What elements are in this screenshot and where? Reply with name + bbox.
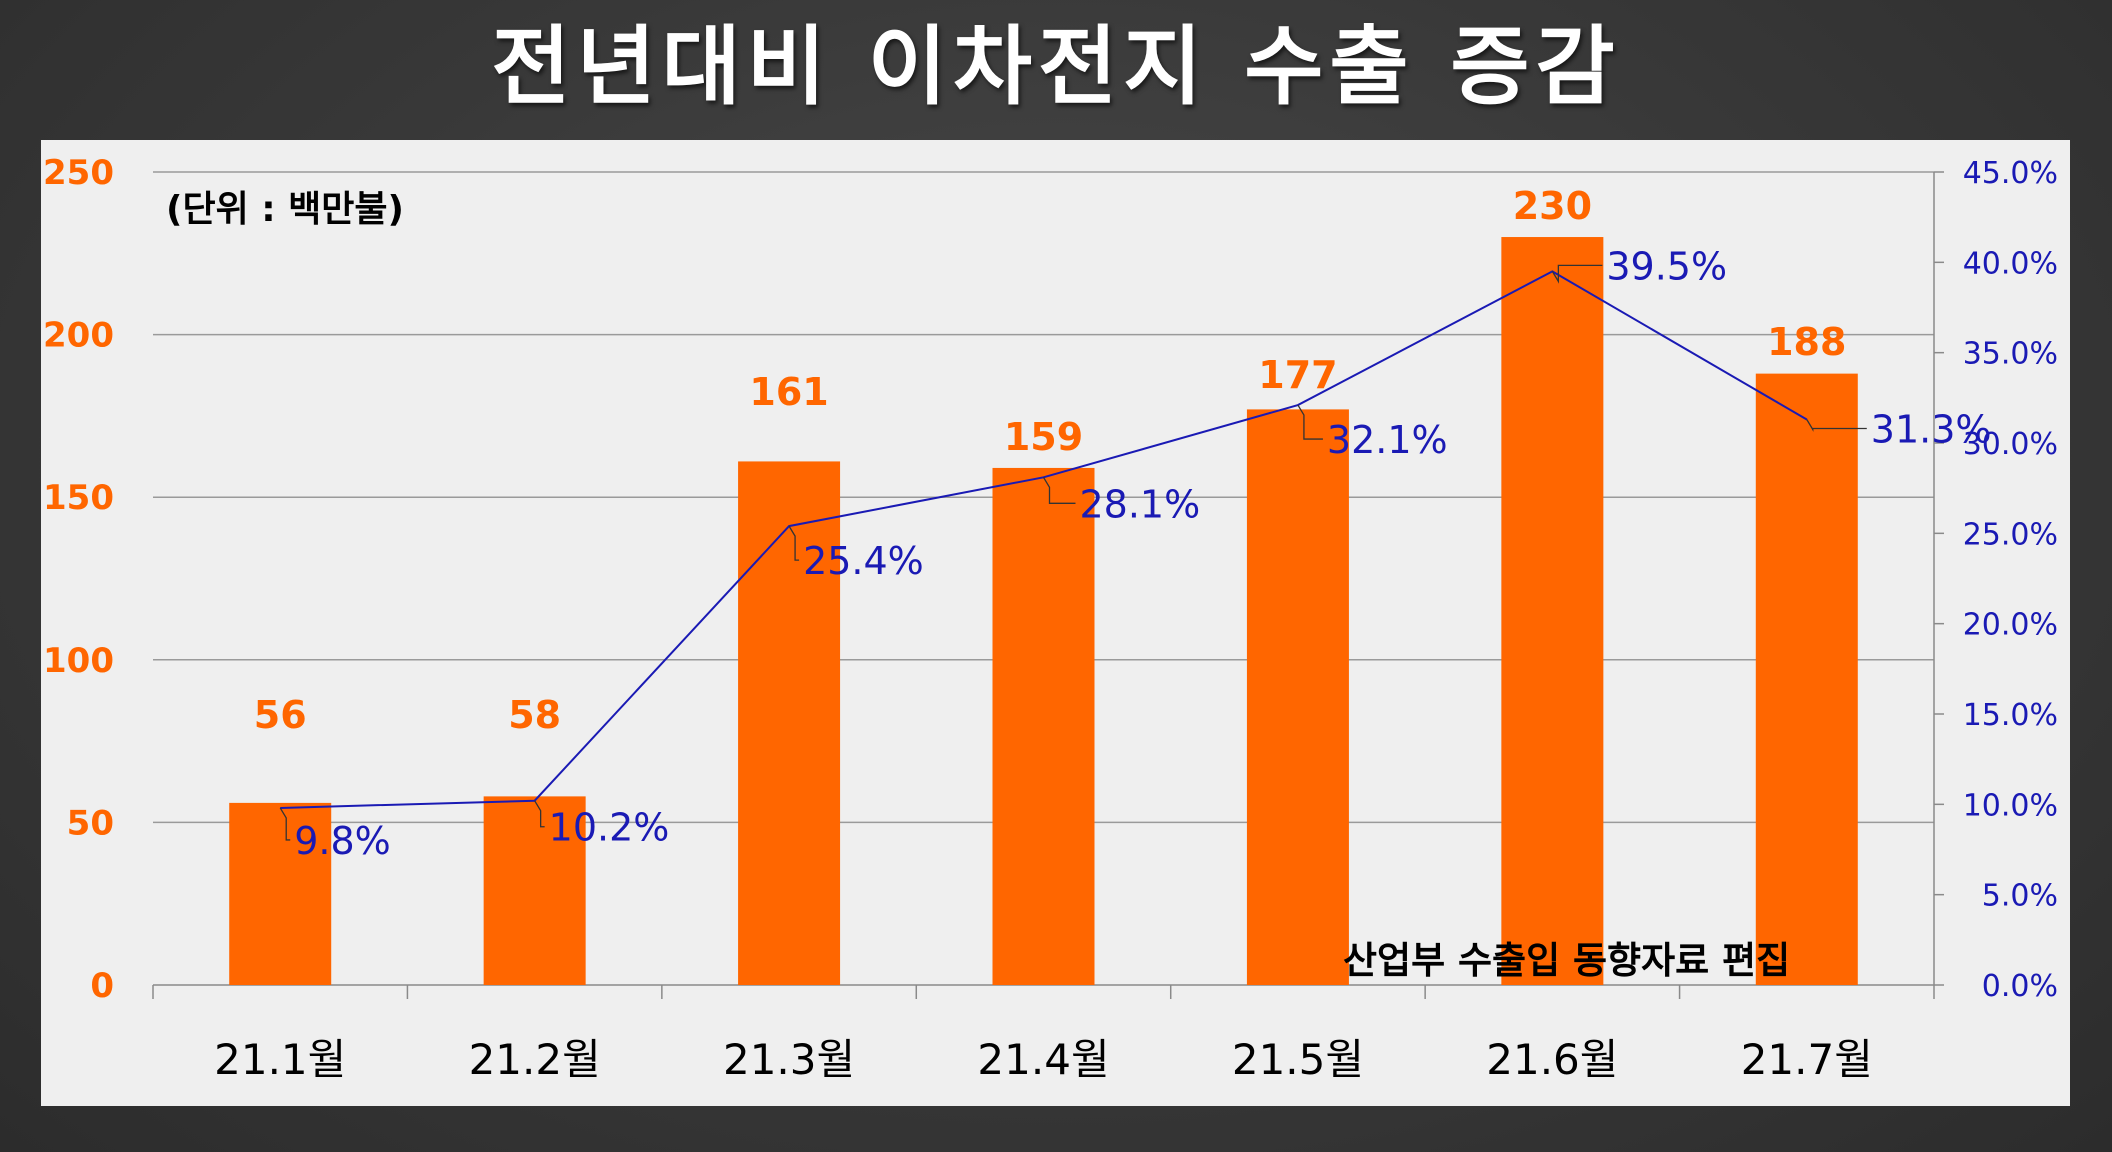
bar [992, 467, 1095, 985]
left-axis-tick-label: 250 [43, 153, 114, 193]
pct-leader-line [1806, 419, 1867, 432]
pct-leader-line [534, 800, 545, 828]
bar [1246, 409, 1349, 985]
x-axis-category-label: 21.6월 [1486, 1035, 1618, 1084]
x-axis-category-label: 21.2월 [469, 1035, 601, 1084]
x-axis-category-label: 21.4월 [977, 1035, 1109, 1084]
pct-value-label: 31.3% [1871, 408, 1992, 452]
bar-value-label: 161 [749, 370, 828, 414]
left-axis-tick-label: 0 [90, 966, 114, 1006]
left-axis-tick-label: 200 [43, 316, 114, 356]
bar [1501, 237, 1604, 986]
page-title: 전년대비 이차전지 수출 증감 [491, 17, 1621, 117]
right-axis-tick-label: 45.0% [1963, 156, 2058, 191]
bar [1755, 373, 1858, 985]
x-axis-category-label: 21.3월 [723, 1035, 855, 1084]
right-axis-tick-label: 20.0% [1963, 608, 2058, 643]
bar [229, 802, 332, 985]
right-axis-tick-label: 40.0% [1963, 246, 2058, 281]
pct-leader-line [1297, 404, 1323, 440]
pct-value-label: 32.1% [1327, 418, 1448, 462]
bar-value-label: 177 [1258, 353, 1337, 397]
pct-leader-line [788, 525, 800, 561]
pct-value-label: 9.8% [294, 819, 391, 863]
pct-value-label: 39.5% [1606, 244, 1727, 288]
bar-value-label: 188 [1767, 320, 1846, 364]
right-axis-tick-label: 30.0% [1963, 427, 2058, 462]
pct-value-label: 25.4% [803, 539, 924, 583]
pct-leader-line [1042, 476, 1076, 504]
source-note: 산업부 수출입 동향자료 편집 [1343, 939, 1791, 982]
right-axis-tick-label: 15.0% [1963, 698, 2058, 733]
unit-note: (단위 : 백만불) [166, 189, 404, 230]
bar-value-label: 159 [1004, 415, 1083, 459]
pct-leader-line [1551, 264, 1603, 284]
bar-value-label: 58 [508, 693, 561, 737]
left-axis-tick-label: 50 [67, 803, 114, 843]
x-axis-category-label: 21.7월 [1741, 1035, 1873, 1084]
pct-value-label: 10.2% [549, 806, 670, 850]
right-axis-tick-label: 25.0% [1963, 517, 2058, 552]
bar-value-label: 56 [254, 693, 307, 737]
pct-leader-line [279, 807, 291, 841]
bar-value-label: 230 [1513, 184, 1592, 228]
right-axis-tick-label: 10.0% [1963, 788, 2058, 823]
x-axis-category-label: 21.5월 [1232, 1035, 1364, 1084]
right-axis-tick-label: 0.0% [1982, 969, 2058, 1004]
bar [738, 461, 841, 986]
left-axis-tick-label: 150 [43, 478, 114, 518]
left-axis-tick-label: 100 [43, 641, 114, 681]
right-axis-tick-label: 35.0% [1963, 337, 2058, 372]
pct-value-label: 28.1% [1080, 482, 1201, 526]
x-axis-category-label: 21.1월 [214, 1035, 346, 1084]
bar [483, 796, 586, 985]
right-axis-tick-label: 5.0% [1982, 879, 2058, 914]
